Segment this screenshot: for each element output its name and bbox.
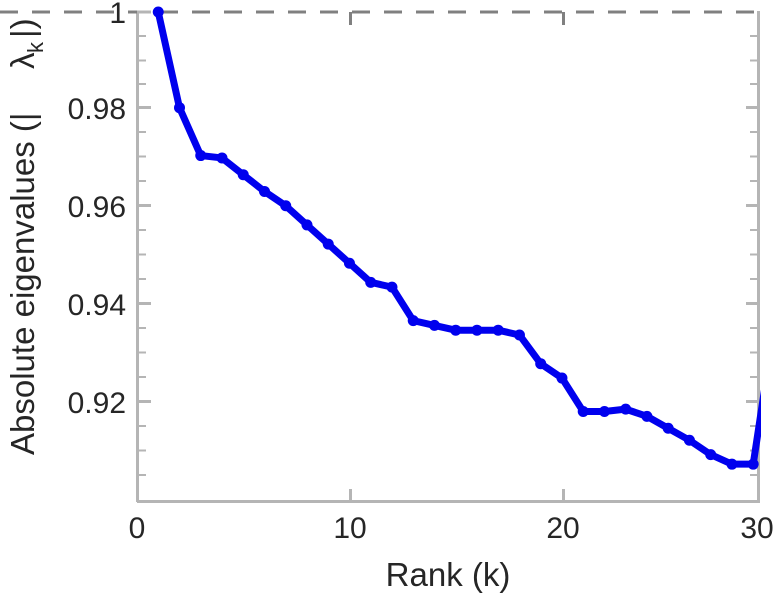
data-point [620, 403, 632, 415]
data-point [556, 372, 568, 384]
y-tick-label: 0.96 [68, 191, 126, 224]
y-axis-title-prefix: Absolute eigenvalues (| [4, 113, 41, 455]
data-point [216, 152, 228, 164]
data-point [535, 358, 547, 370]
y-tick-label: 1 [109, 0, 126, 30]
data-point [705, 449, 717, 461]
y-axis-title: Absolute eigenvalues (| λ k |) [4, 18, 48, 455]
y-axis-title-suffix: |) [4, 18, 41, 38]
y-tick-label: 0.92 [68, 387, 126, 420]
data-point [322, 238, 334, 250]
data-point [492, 324, 504, 336]
data-point [258, 185, 270, 197]
data-point [195, 150, 207, 162]
x-tick-label: 30 [740, 512, 773, 545]
data-point [301, 219, 313, 231]
data-point [152, 6, 164, 18]
data-point [683, 434, 695, 446]
data-series-group [152, 6, 780, 470]
y-major-ticks [137, 10, 151, 403]
data-point [407, 315, 419, 327]
data-point [471, 324, 483, 336]
y-tick-labels: 1 0.98 0.96 0.94 0.92 [68, 0, 126, 420]
series-markers-absolute-eigenvalues [152, 6, 780, 470]
x-tick-label: 10 [333, 512, 366, 545]
y-minor-ticks [137, 35, 146, 476]
x-tick-label: 20 [546, 512, 579, 545]
right-margin-mask [761, 0, 782, 510]
x-major-ticks [136, 489, 760, 502]
y-tick-label: 0.94 [68, 289, 126, 322]
data-point [577, 406, 589, 418]
data-point [343, 257, 355, 269]
data-point [598, 406, 610, 418]
x-axis-title: Rank (k) [386, 556, 511, 593]
data-point [747, 458, 759, 470]
y-axis-title-subscript: k [23, 41, 48, 53]
y-axis-title-symbol: λ [4, 52, 41, 69]
y-tick-label: 0.98 [68, 93, 126, 126]
x-tick-labels: 0 10 20 30 [129, 512, 774, 545]
data-point [428, 319, 440, 331]
data-point [237, 169, 249, 181]
data-point [450, 324, 462, 336]
data-point [174, 102, 185, 114]
x-top-ticks [349, 12, 565, 25]
data-point [280, 200, 292, 212]
data-point [365, 276, 377, 288]
data-point [662, 422, 674, 434]
data-point [513, 329, 525, 341]
data-point [726, 458, 738, 470]
data-point [386, 281, 398, 293]
data-point [641, 410, 653, 422]
x-tick-label: 0 [129, 512, 146, 545]
